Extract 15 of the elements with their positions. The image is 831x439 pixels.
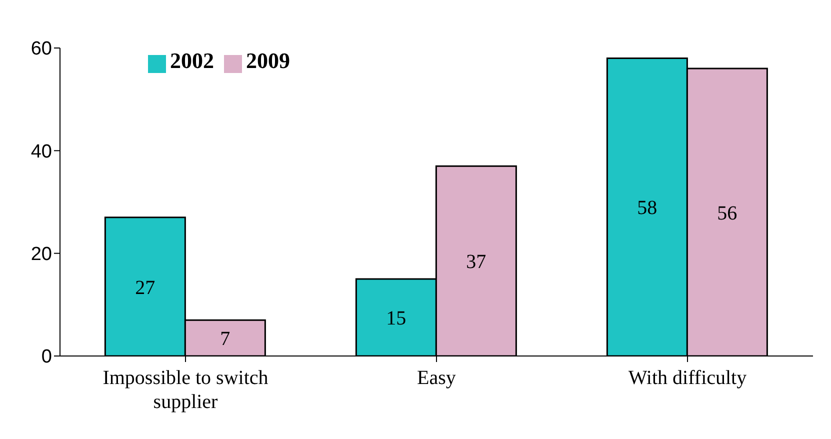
data-label: 7 [220, 328, 230, 350]
data-label: 58 [637, 197, 658, 220]
legend-label: 2002 [170, 48, 214, 73]
data-label: 15 [386, 308, 406, 330]
legend-label: 2009 [246, 48, 290, 73]
y-tick-label: 20 [30, 244, 52, 266]
y-tick-label: 40 [30, 141, 52, 162]
x-tick-label: With difficulty [628, 367, 747, 389]
y-tick-label: 60 [30, 38, 52, 60]
x-tick-label: Impossible to switch supplier [102, 367, 268, 413]
x-tick-label: Easy [417, 367, 456, 389]
data-label: 56 [717, 202, 738, 224]
y-tick-label: 0 [41, 346, 52, 368]
data-label: 27 [135, 276, 156, 299]
data-label: 37 [466, 251, 486, 274]
